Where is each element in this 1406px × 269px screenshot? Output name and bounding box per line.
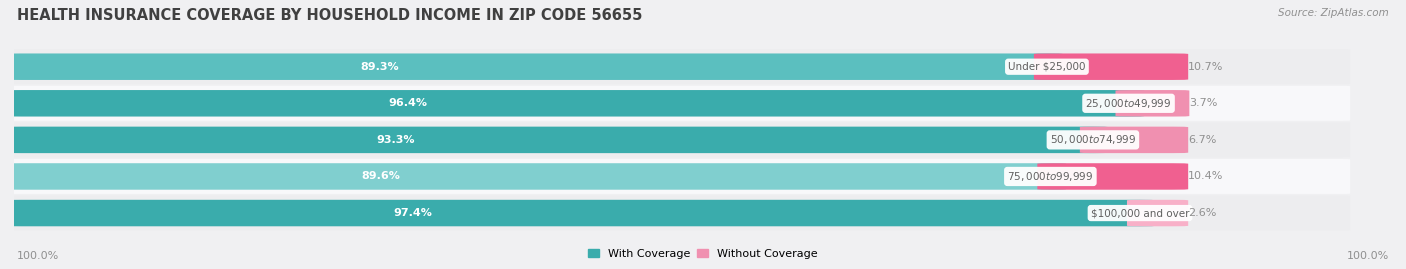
- Text: 93.3%: 93.3%: [377, 135, 415, 145]
- Text: 89.6%: 89.6%: [361, 171, 401, 182]
- FancyBboxPatch shape: [0, 122, 1350, 157]
- FancyBboxPatch shape: [1080, 127, 1188, 153]
- Text: $50,000 to $74,999: $50,000 to $74,999: [1050, 133, 1136, 146]
- FancyBboxPatch shape: [0, 196, 1350, 231]
- Text: $25,000 to $49,999: $25,000 to $49,999: [1085, 97, 1171, 110]
- FancyBboxPatch shape: [0, 49, 1350, 84]
- FancyBboxPatch shape: [4, 200, 1156, 226]
- Text: 100.0%: 100.0%: [1347, 251, 1389, 261]
- Text: 89.3%: 89.3%: [360, 62, 399, 72]
- Text: 96.4%: 96.4%: [389, 98, 427, 108]
- FancyBboxPatch shape: [4, 54, 1063, 80]
- Text: 3.7%: 3.7%: [1189, 98, 1218, 108]
- Text: 6.7%: 6.7%: [1188, 135, 1216, 145]
- FancyBboxPatch shape: [4, 127, 1108, 153]
- Text: Source: ZipAtlas.com: Source: ZipAtlas.com: [1278, 8, 1389, 18]
- Text: 97.4%: 97.4%: [392, 208, 432, 218]
- Text: Under $25,000: Under $25,000: [1008, 62, 1085, 72]
- FancyBboxPatch shape: [1115, 90, 1189, 116]
- FancyBboxPatch shape: [4, 90, 1144, 116]
- Text: 2.6%: 2.6%: [1188, 208, 1216, 218]
- FancyBboxPatch shape: [0, 159, 1350, 194]
- Text: 10.4%: 10.4%: [1188, 171, 1223, 182]
- Text: 10.7%: 10.7%: [1188, 62, 1223, 72]
- FancyBboxPatch shape: [1033, 54, 1188, 80]
- Text: $100,000 and over: $100,000 and over: [1091, 208, 1189, 218]
- Legend: With Coverage, Without Coverage: With Coverage, Without Coverage: [583, 245, 823, 263]
- FancyBboxPatch shape: [1128, 200, 1188, 226]
- FancyBboxPatch shape: [0, 86, 1350, 121]
- Text: 100.0%: 100.0%: [17, 251, 59, 261]
- FancyBboxPatch shape: [1038, 163, 1188, 190]
- Text: HEALTH INSURANCE COVERAGE BY HOUSEHOLD INCOME IN ZIP CODE 56655: HEALTH INSURANCE COVERAGE BY HOUSEHOLD I…: [17, 8, 643, 23]
- FancyBboxPatch shape: [4, 163, 1066, 190]
- Text: $75,000 to $99,999: $75,000 to $99,999: [1007, 170, 1094, 183]
